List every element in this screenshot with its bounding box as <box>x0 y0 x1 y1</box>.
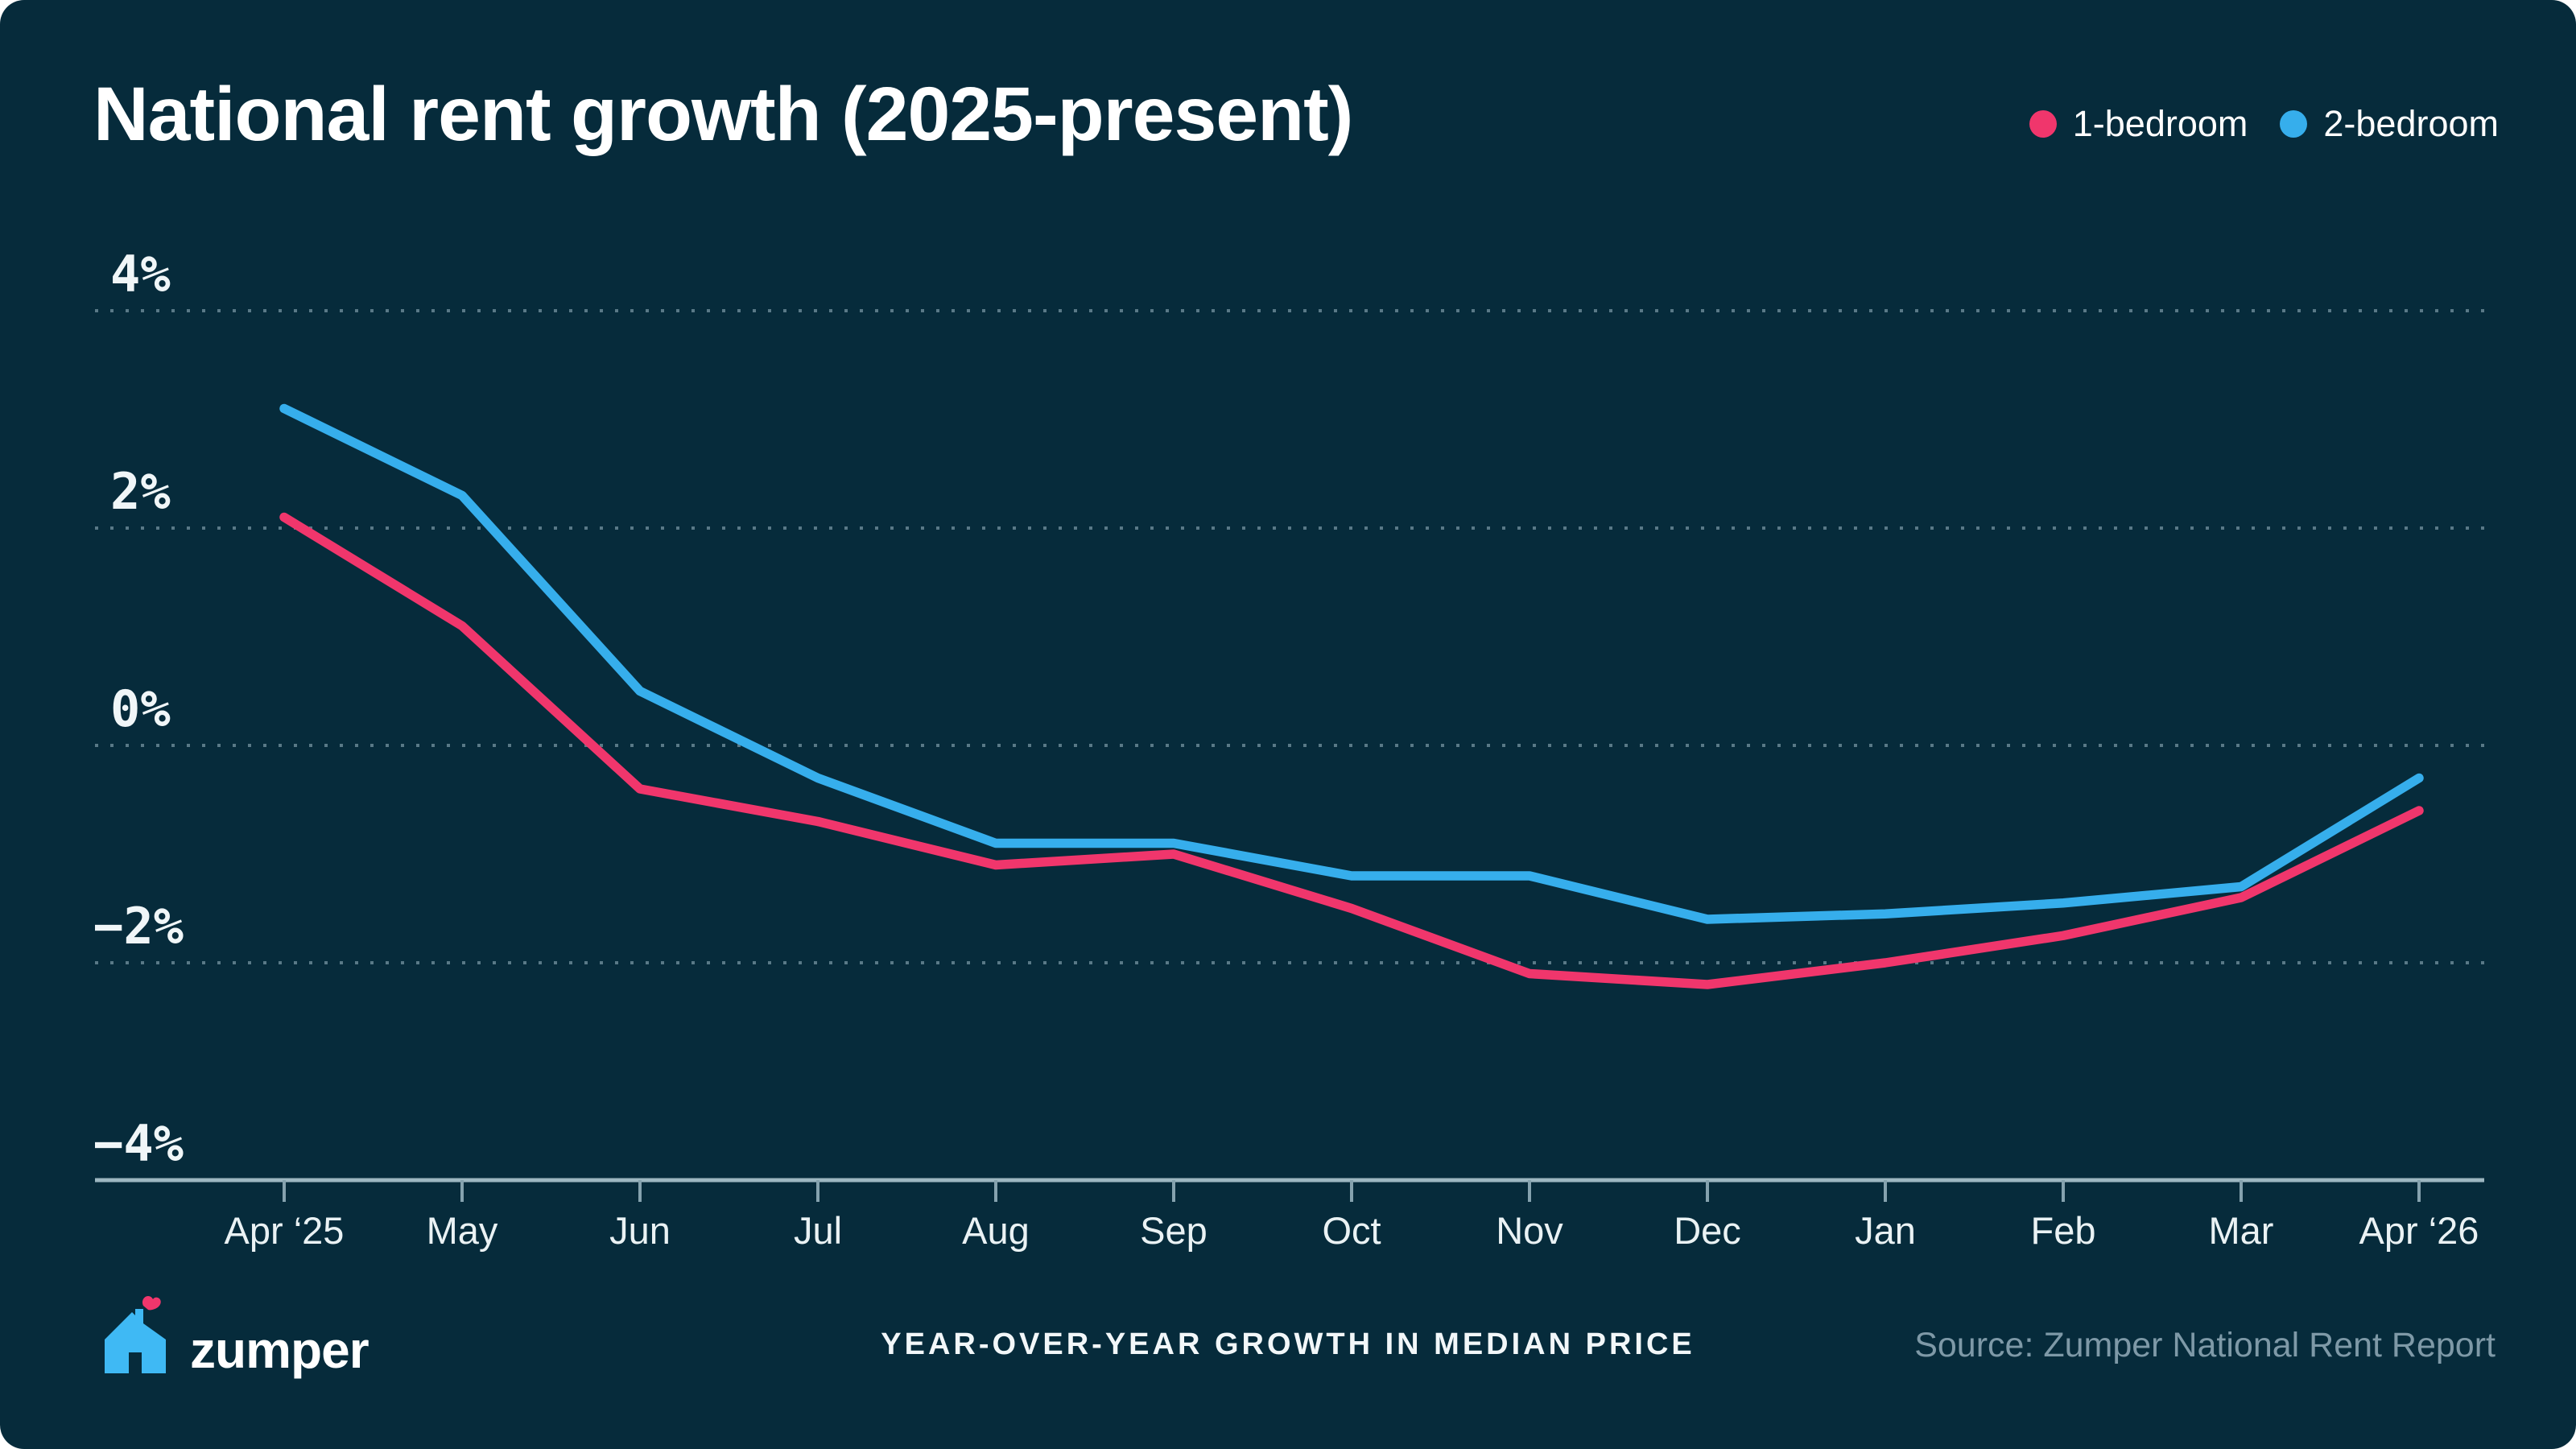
x-axis-label-6: Oct <box>1322 1209 1381 1252</box>
chart-legend: 1-bedroom 2-bedroom <box>2029 103 2499 145</box>
legend-label-1-bedroom: 1-bedroom <box>2072 103 2248 144</box>
x-axis-label-9: Jan <box>1855 1209 1916 1252</box>
x-axis-label-12: Apr ‘26 <box>2359 1209 2479 1252</box>
x-axis-label-1: May <box>427 1209 498 1252</box>
y-axis-label--4: −4% <box>93 1114 184 1173</box>
x-axis-label-8: Dec <box>1674 1209 1741 1252</box>
x-axis-label-0: Apr ‘25 <box>225 1209 345 1252</box>
2-bedroom-dot-icon <box>2280 110 2308 138</box>
house-icon <box>105 1309 166 1373</box>
x-axis-label-10: Feb <box>2031 1209 2096 1252</box>
heart-icon <box>142 1296 161 1311</box>
zumper-logo: zumper <box>98 1294 369 1380</box>
x-axis-label-11: Mar <box>2209 1209 2274 1252</box>
source-credit: Source: Zumper National Rent Report <box>1914 1326 2496 1364</box>
y-axis-label-2: 2% <box>110 462 171 521</box>
legend-label-2-bedroom: 2-bedroom <box>2323 103 2499 144</box>
x-axis-label-7: Nov <box>1496 1209 1563 1252</box>
y-axis-label--2: −2% <box>93 897 184 956</box>
series-line-2-bedroom <box>279 403 2424 924</box>
legend-item-2-bedroom: 2-bedroom <box>2280 103 2499 145</box>
x-axis-label-2: Jun <box>609 1209 671 1252</box>
series-line-1-bedroom <box>279 512 2424 989</box>
y-axis-label-4: 4% <box>110 245 171 303</box>
1-bedroom-dot-icon <box>2029 110 2057 138</box>
x-axis-label-3: Jul <box>794 1209 842 1252</box>
page-title: National rent growth (2025-present) <box>93 72 1353 157</box>
y-axis-label-0: 0% <box>110 679 171 738</box>
brand-wordmark: zumper <box>190 1321 369 1380</box>
x-axis-label-4: Aug <box>962 1209 1030 1252</box>
legend-item-1-bedroom: 1-bedroom <box>2029 103 2248 145</box>
chart-caption: YEAR-OVER-YEAR GROWTH IN MEDIAN PRICE <box>881 1327 1695 1361</box>
zumper-house-icon <box>105 1296 166 1373</box>
x-axis-label-5: Sep <box>1140 1209 1208 1252</box>
